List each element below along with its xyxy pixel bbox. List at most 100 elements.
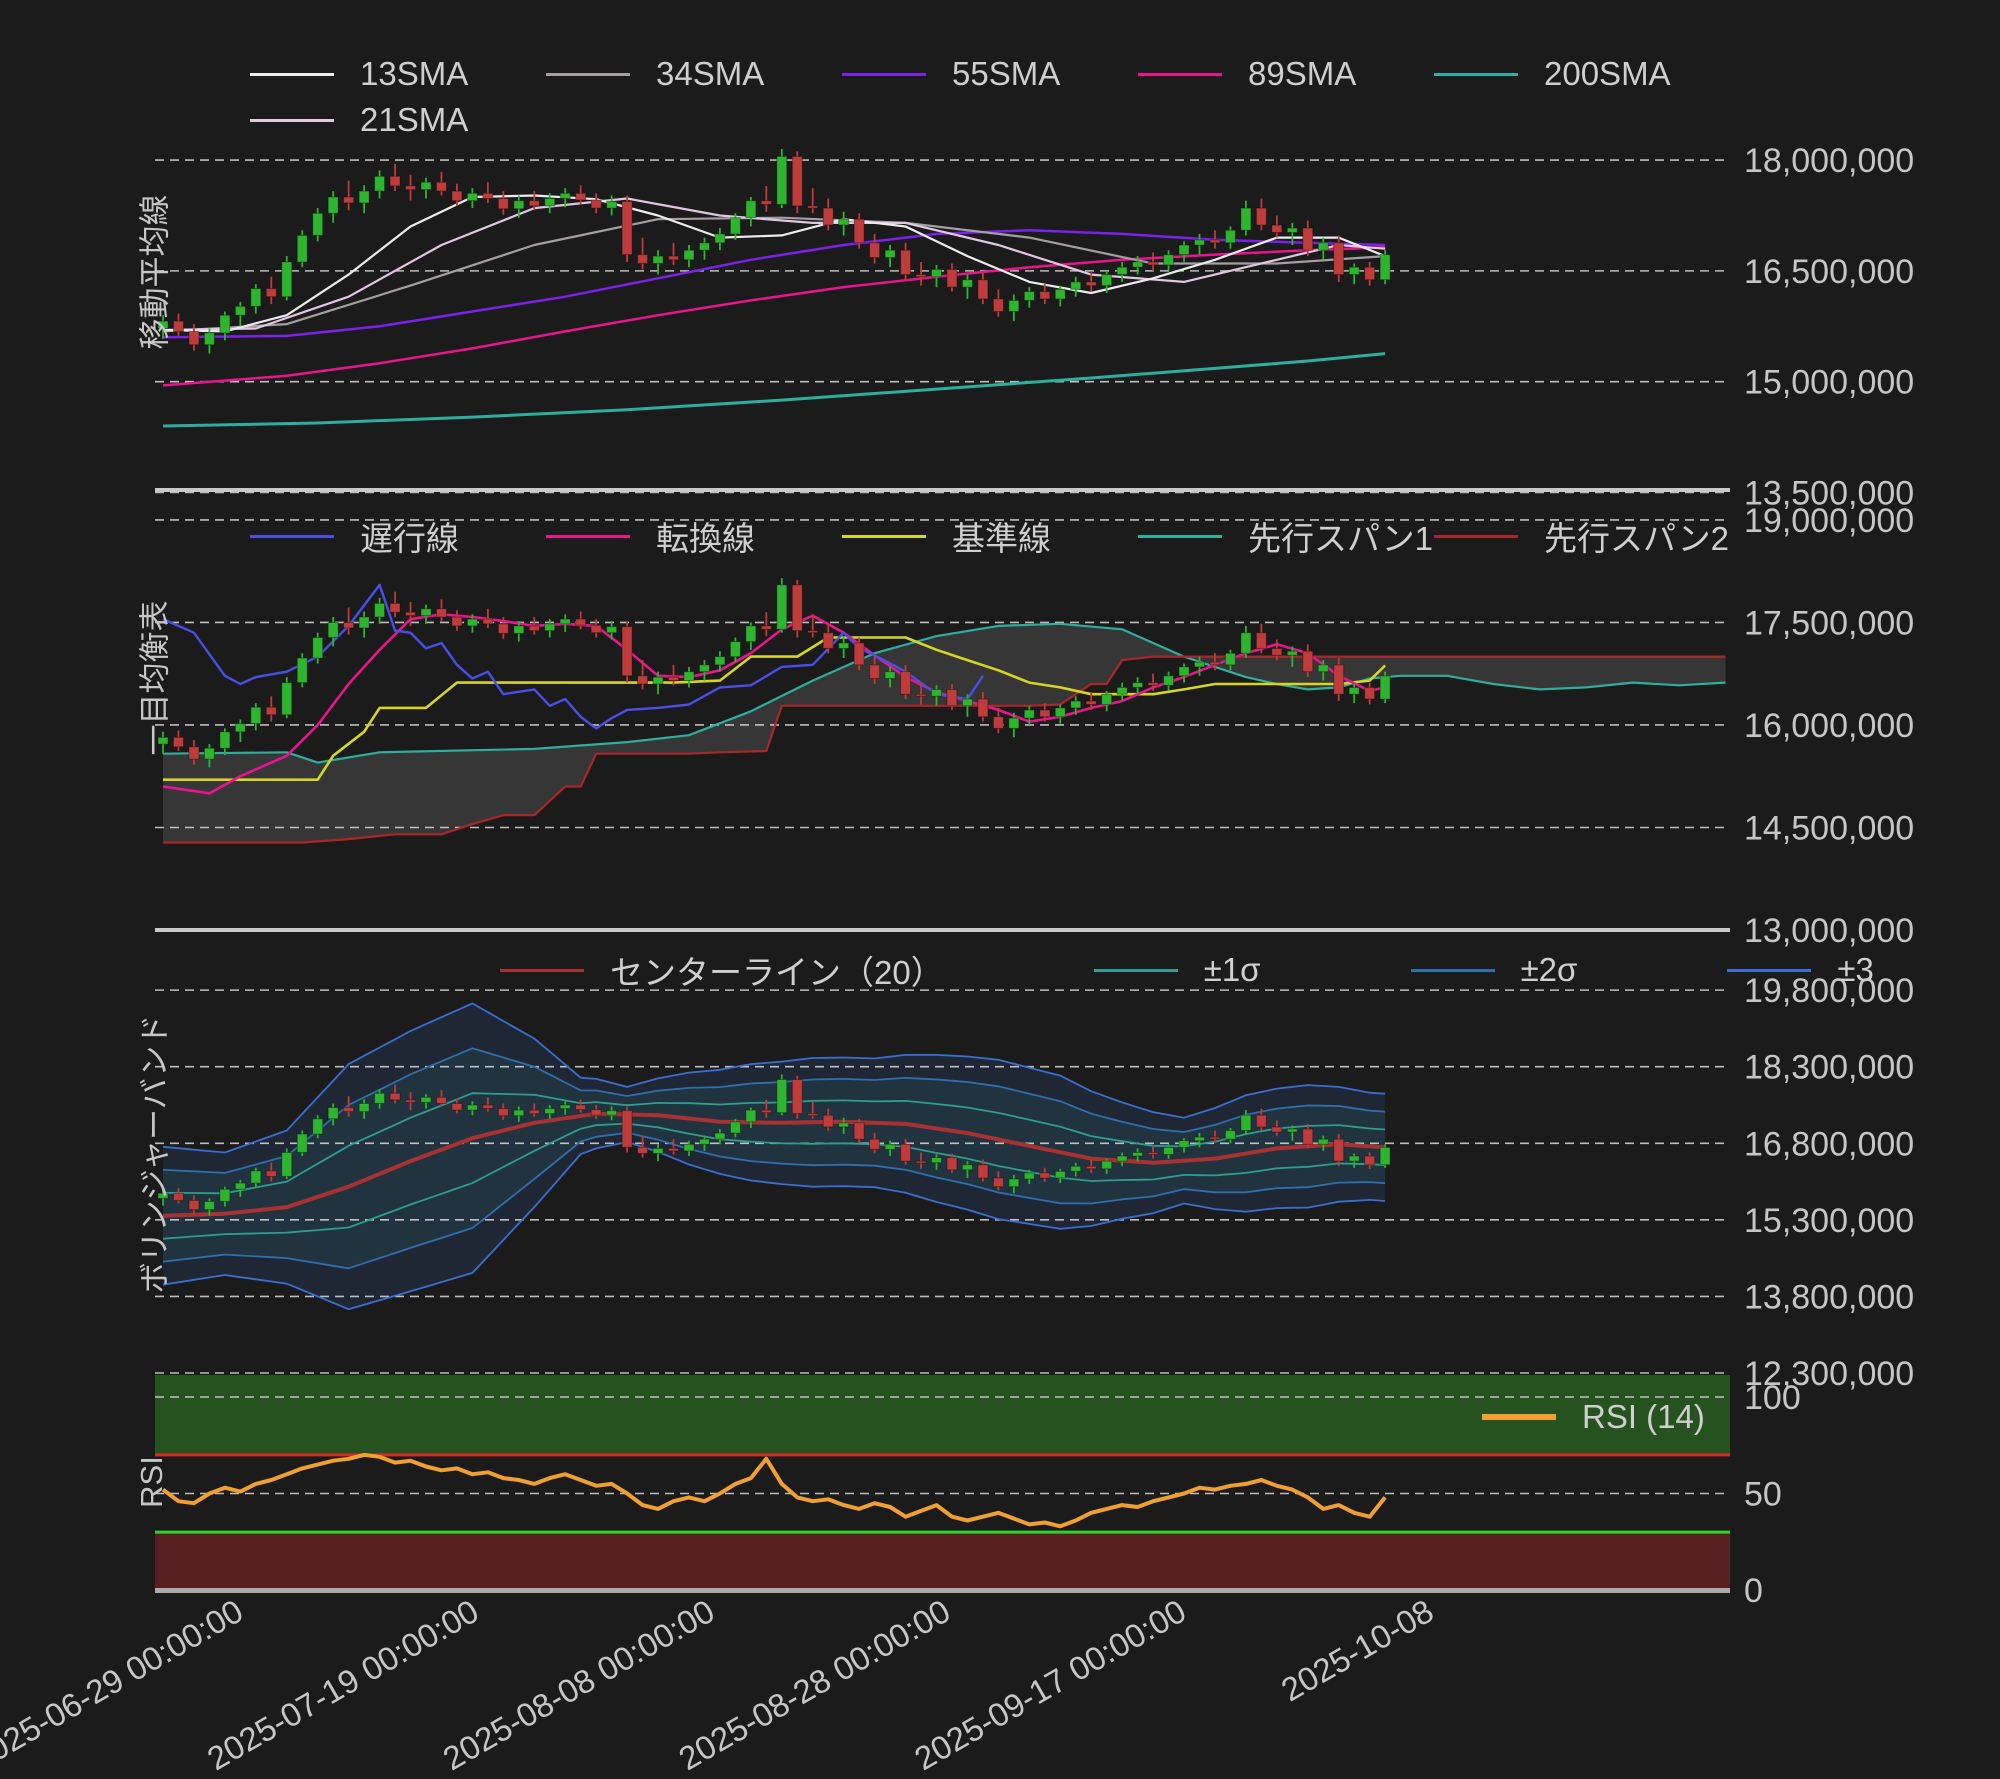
y-axis-label: 18,300,000 [1744,1049,1914,1087]
candle-body [1224,1130,1236,1140]
y-axis-label: 13,500,000 [1744,474,1914,512]
candle-body [869,242,881,259]
candle-body [652,255,664,264]
rsi-line [161,1452,1387,1529]
candle-body [683,1143,695,1152]
candle-body [961,698,973,707]
candle-body [714,656,726,666]
sma-legend: 13SMA 34SMA 55SMA 89SMA 200SMA 21SMA [250,55,1730,139]
candle-body [1085,1165,1097,1170]
candle-body [791,584,803,632]
candle-body [714,1132,726,1140]
candle-body [884,249,896,259]
candle-body [1271,1126,1283,1133]
candle-body [1163,1146,1175,1155]
candle-body [1271,647,1283,656]
candle-body [389,602,401,613]
legend-swatch-icon [500,968,584,972]
y-axis-label: 17,500,000 [1744,604,1914,642]
candle-body [219,731,231,749]
legend-label: 200SMA [1544,55,1671,92]
candle-body [296,234,308,263]
candle-body [1132,1151,1144,1157]
candle-body [1147,261,1159,266]
candle-body [992,1177,1004,1188]
y-axis-label: 19,800,000 [1744,972,1914,1010]
candle-body [637,675,649,685]
candle-body [590,624,602,634]
candle-body [575,192,587,201]
candle-body [1333,242,1345,276]
candle-body [931,1157,942,1164]
legend-item-ichimoku: 先行スパン1 [1138,512,1434,560]
y-axis-label: 16,500,000 [1744,253,1914,291]
legend-item-sma: 34SMA [546,55,842,93]
candle-body [1178,666,1190,677]
candle-body [884,671,896,680]
candle-body [1193,239,1205,246]
candle-body [1116,266,1128,276]
legend-label: 転換線 [656,520,755,557]
candle-body [188,746,200,760]
candle-body [358,190,370,204]
candle-body [621,200,633,256]
candle-body [946,688,958,707]
candle-body [1039,1172,1051,1179]
candle-body [838,218,850,226]
legend-swatch-icon [1434,72,1518,76]
y-axis-label: 100 [1744,1379,1801,1417]
candle-body [1348,686,1360,695]
legend-item-ichimoku: 遅行線 [250,512,546,560]
candle-body [729,217,741,235]
candle-body [698,242,710,251]
rsi-overbought-zone [155,1375,1730,1455]
candle-body [791,1078,803,1115]
candle-body [1364,686,1376,700]
line-senkou-span-1 [162,622,1726,764]
legend-item-bollinger: ±3 [1727,946,1874,994]
candle-body [1116,1155,1128,1162]
line-34SMA [162,216,1386,333]
ichimoku-legend: 遅行線 転換線 基準線 先行スパン1 先行スパン2 [250,512,1730,560]
panel-ichimoku: 19,000,000 17,500,000 16,000,000 14,500,000… [155,502,1914,950]
candle-body [528,625,540,632]
candle-body [869,664,881,680]
line-senkou-span-2 [163,655,1726,844]
candle-body [838,1122,850,1128]
candle-body [1023,709,1035,719]
bollinger-legend: センターライン（20） ±1σ ±2σ ±3 [500,946,1874,994]
candle-body [250,706,262,725]
candle-body [668,255,680,261]
candle-body [1286,1128,1298,1133]
candle-body [513,625,525,634]
candle-body [1209,661,1221,666]
legend-item-sma: 21SMA [250,101,546,139]
candle-body [729,641,741,658]
line-89SMA [162,245,1386,387]
candle-body [1132,682,1144,688]
candle-body [203,747,215,760]
candle-body [451,616,463,627]
candle-body [1271,224,1283,233]
candle-body [915,693,927,697]
legend-item-ichimoku: 先行スパン2 [1434,512,1730,560]
candle-body [374,602,386,618]
candle-body [606,200,618,209]
candle-body [497,623,509,634]
candle-body [946,1157,958,1171]
candle-body [420,181,432,191]
candle-body [1255,632,1267,649]
candle-body [466,1104,478,1111]
candle-body [559,192,571,199]
candle-body [343,196,355,204]
bollinger-band-lower [162,1141,1386,1311]
candle-body [1240,207,1252,231]
candle-body [358,616,370,629]
candle-body [637,1146,649,1154]
candle-body [946,268,958,288]
panel-title-ichimoku: 一目均衡表 [137,600,173,756]
candle-body [157,1192,169,1199]
candle-body [1163,675,1175,686]
candles-bollinger [157,1074,1391,1216]
candle-body [1302,227,1314,251]
